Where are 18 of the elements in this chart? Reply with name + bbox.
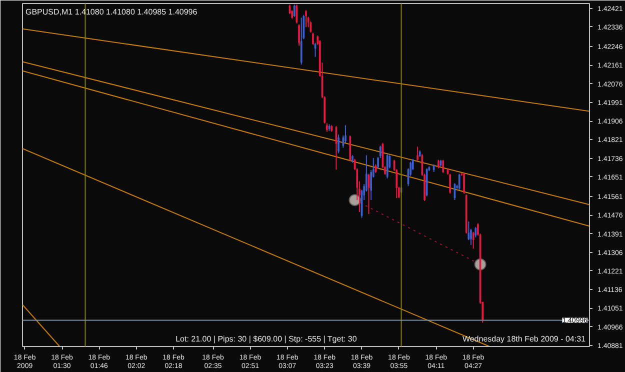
candlestick xyxy=(310,20,312,34)
candlestick xyxy=(468,221,470,241)
candlestick xyxy=(349,134,352,162)
text: GBPUSD,M1 1.41080 1.41080 1.40985 1.40996 xyxy=(26,8,198,16)
candlestick xyxy=(386,154,388,179)
candlestick xyxy=(312,32,314,46)
candlestick xyxy=(338,134,340,154)
candlestick xyxy=(416,146,418,162)
candlestick xyxy=(463,172,465,194)
candlestick xyxy=(474,226,477,238)
candlestick xyxy=(300,17,302,66)
candlestick xyxy=(293,4,296,18)
annotation: Lot: 21.00 | Pips: 30 | $609.00 | Stp: -555 | Tget: 30 xyxy=(176,334,358,344)
candlestick xyxy=(305,10,307,28)
candlestick xyxy=(298,24,300,46)
candlestick xyxy=(458,173,460,190)
candlestick xyxy=(344,124,346,144)
candlestick xyxy=(442,159,444,174)
